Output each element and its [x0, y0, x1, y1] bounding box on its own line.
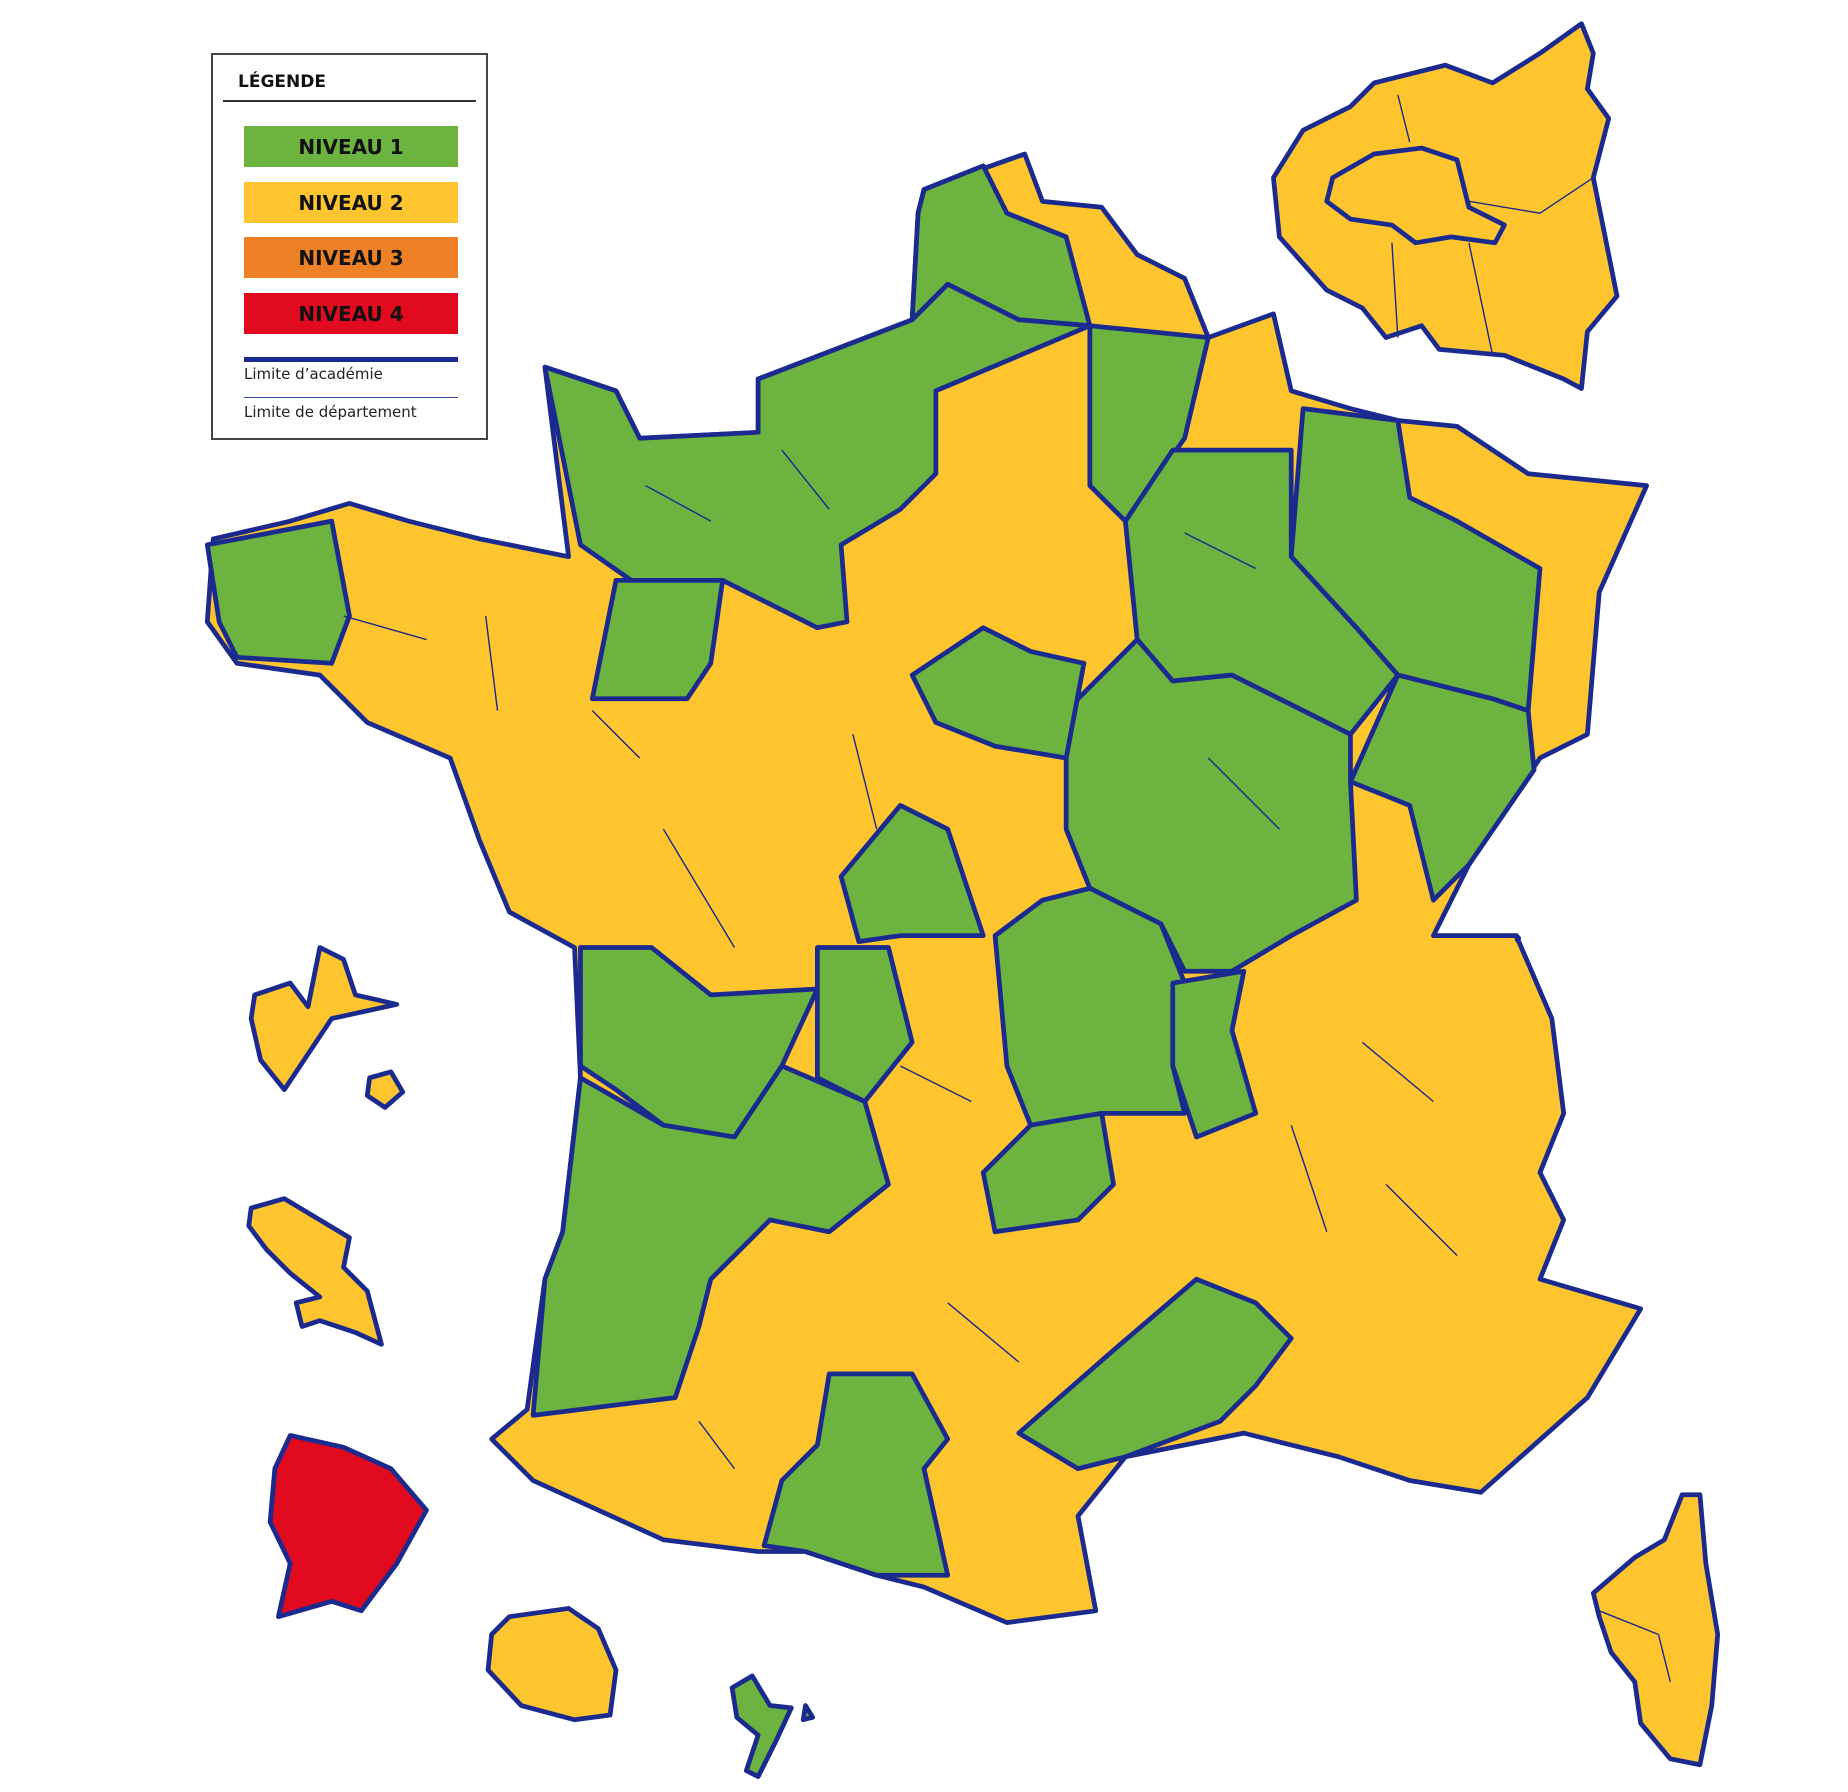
- legend-level-1: NIVEAU 1: [244, 126, 458, 167]
- mayotte: [729, 1673, 816, 1779]
- reunion: [485, 1606, 619, 1723]
- paris-city-outline: [1324, 145, 1507, 246]
- academy-zone: [1170, 968, 1259, 1140]
- academy-zone: [838, 803, 986, 944]
- legend-divider: [223, 100, 476, 102]
- academy-zone: [980, 1110, 1116, 1235]
- corsica-department-line: [1598, 1610, 1671, 1683]
- paris-inset: [1271, 21, 1620, 391]
- small-island: [364, 1069, 406, 1110]
- legend-level-3-label: NIVEAU 3: [298, 245, 404, 270]
- academy-zone: [909, 625, 1087, 761]
- academy-zone: [204, 518, 352, 666]
- academy-zone: [530, 1063, 891, 1418]
- legend-level-2: NIVEAU 2: [244, 182, 458, 223]
- guyane: [267, 1433, 429, 1620]
- academy-zone: [761, 1371, 951, 1578]
- legend-level-3: NIVEAU 3: [244, 237, 458, 278]
- department-limit-label: Limite de département: [244, 403, 417, 421]
- academy-zone: [815, 945, 915, 1104]
- academy-zone: [1016, 1276, 1294, 1472]
- academy-limit-sample: [244, 357, 458, 362]
- legend-level-4: NIVEAU 4: [244, 293, 458, 334]
- martinique: [246, 1196, 384, 1347]
- legend-level-2-label: NIVEAU 2: [298, 190, 404, 215]
- guadeloupe: [248, 945, 400, 1093]
- legend-level-4-label: NIVEAU 4: [298, 301, 404, 326]
- legend-title: LÉGENDE: [238, 72, 326, 92]
- academy-zone: [589, 577, 725, 702]
- paris-inset-department-lines: [1391, 94, 1594, 356]
- academy-zone: [1348, 672, 1537, 903]
- department-limit-sample: [244, 397, 458, 398]
- legend-level-1-label: NIVEAU 1: [298, 134, 404, 159]
- corsica: [1590, 1492, 1721, 1768]
- academy-zone: [992, 885, 1187, 1128]
- department-lines: [343, 449, 1458, 1470]
- legend: LÉGENDE NIVEAU 1 NIVEAU 2 NIVEAU 3 NIVEA…: [211, 53, 488, 440]
- mainland-france: [204, 151, 1649, 1625]
- paris-inset-outline: [1271, 21, 1620, 391]
- academy-limit-label: Limite d’académie: [244, 365, 383, 383]
- academy-zone: [1513, 933, 1522, 943]
